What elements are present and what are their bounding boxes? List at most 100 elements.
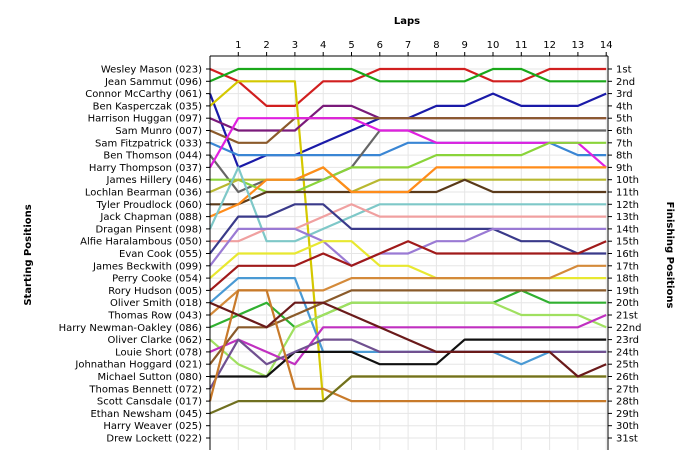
finishing-position-label: 3rd [616,89,633,100]
lap-tick-label: 7 [405,40,411,51]
finishing-position-label: 24th [616,347,639,358]
lap-tick-label: 14 [600,40,613,51]
lap-tick-label: 1 [235,40,241,51]
starting-position-label: Sam Fitzpatrick (033) [95,138,202,149]
starting-position-label: Connor McCarthy (061) [85,89,202,100]
starting-position-label: Tyler Proudlock (060) [96,200,203,211]
lap-tick-label: 10 [487,40,500,51]
finishing-position-label: 26th [616,372,639,383]
finishing-position-label: 4th [616,101,633,112]
starting-position-label: Ben Thomson (044) [103,151,202,162]
series-line-30 [209,301,607,378]
starting-position-label: Rory Hudson (005) [108,286,202,297]
finishing-position-label: 17th [616,261,639,272]
finishing-position-label: 16th [616,249,639,260]
finishing-position-label: 29th [616,409,639,420]
finishing-position-label: 21st [616,311,638,322]
starting-position-label: Dragan Pinsent (098) [95,224,202,235]
finishing-position-label: 20th [616,298,639,309]
axes [206,52,612,450]
finishing-position-label: 22nd [616,323,641,334]
y-axis-right-title: Finishing Positions [664,202,675,309]
finishing-position-label: 2nd [616,77,635,88]
series-lines [208,67,607,415]
starting-position-label: Thomas Row (043) [107,311,202,322]
lap-tick-label: 6 [377,40,383,51]
finishing-position-label: 15th [616,237,639,248]
series-line-19 [209,240,607,292]
finishing-position-label: 5th [616,114,633,125]
lap-tick-label: 5 [348,40,354,51]
finishing-position-label: 12th [616,200,639,211]
series-line-13 [209,166,607,218]
lap-tick-label: 3 [292,40,298,51]
series-line-26 [210,338,607,378]
starting-position-label: Alfie Haralambous (050) [80,237,202,248]
finishing-position-label: 7th [616,138,633,149]
finishing-position-label: 23rd [616,335,639,346]
starting-position-label: Wesley Mason (023) [101,65,202,76]
finishing-position-label: 31st [616,434,638,445]
finishing-position-label: 1st [616,65,632,76]
starting-position-label: Johnathan Hoggard (021) [74,360,202,371]
starting-position-label: Oliver Smith (018) [110,298,202,309]
series-line-28 [208,289,607,403]
lap-tick-label: 12 [543,40,556,51]
finishing-position-label: 28th [616,397,639,408]
series-line-21 [209,264,607,316]
lap-tick-label: 13 [572,40,585,51]
lap-tick-label: 11 [515,40,528,51]
lap-tick-labels: 1 2 3 4 5 6 7 8 9 10 11 12 13 14 [235,40,612,51]
starting-position-label: Oliver Clarke (062) [108,335,203,346]
chart-title: Laps [394,16,420,27]
finishing-position-label: 30th [616,421,639,432]
starting-position-label: James Beckwith (099) [92,261,202,272]
lap-tick-label: 9 [462,40,468,51]
series-line-14 [209,166,607,243]
y-axis-left-title: Starting Positions [23,204,34,305]
series-line-6 [209,117,607,144]
starting-position-label: Scott Cansdale (017) [97,397,202,408]
lap-tick-label: 8 [433,40,439,51]
series-line-9 [209,117,607,169]
finishing-position-label: 27th [616,384,639,395]
series-line-17 [209,227,607,267]
starting-position-label: Jean Sammut (096) [104,77,202,88]
finishing-position-label: 13th [616,212,639,223]
starting-position-label: Drew Lockett (022) [106,434,202,445]
starting-position-label: Perry Cooke (054) [112,274,202,285]
starting-position-label: Michael Sutton (080) [97,372,202,383]
starting-position-label: Harry Newman-Oakley (086) [59,323,203,334]
finishing-position-label: 6th [616,126,633,137]
starting-position-labels: Wesley Mason (023)Jean Sammut (096)Conno… [59,65,203,445]
series-line-16 [209,203,607,255]
series-line-1 [209,67,607,108]
lap-tick-label: 4 [320,40,326,51]
starting-position-label: Louie Short (078) [115,347,202,358]
finishing-position-label: 11th [616,188,639,199]
series-line-24 [209,313,607,366]
finishing-position-label: 25th [616,360,639,371]
starting-position-label: Lochlan Bearman (036) [85,188,202,199]
starting-position-label: Sam Munro (007) [115,126,202,137]
starting-position-label: Evan Cook (055) [119,249,202,260]
finishing-position-label: 9th [616,163,633,174]
lap-tick-label: 2 [263,40,269,51]
starting-position-label: Jack Chapman (088) [99,212,202,223]
series-line-29 [209,375,607,415]
starting-position-label: Harrison Huggan (097) [88,114,203,125]
finishing-position-label: 18th [616,274,639,285]
finishing-position-label: 10th [616,175,639,186]
starting-position-label: Thomas Bennett (072) [88,384,202,395]
finishing-position-labels: 1st2nd3rd4th5th6th7th8th9th10th11th12th1… [616,65,641,445]
starting-position-label: James Hillery (046) [106,175,203,186]
finishing-position-label: 8th [616,151,633,162]
series-line-2 [209,67,607,83]
starting-position-label: Ethan Newsham (045) [90,409,202,420]
starting-position-label: Ben Kasperczak (035) [93,101,202,112]
starting-position-label: Harry Thompson (037) [89,163,202,174]
finishing-position-label: 19th [616,286,639,297]
